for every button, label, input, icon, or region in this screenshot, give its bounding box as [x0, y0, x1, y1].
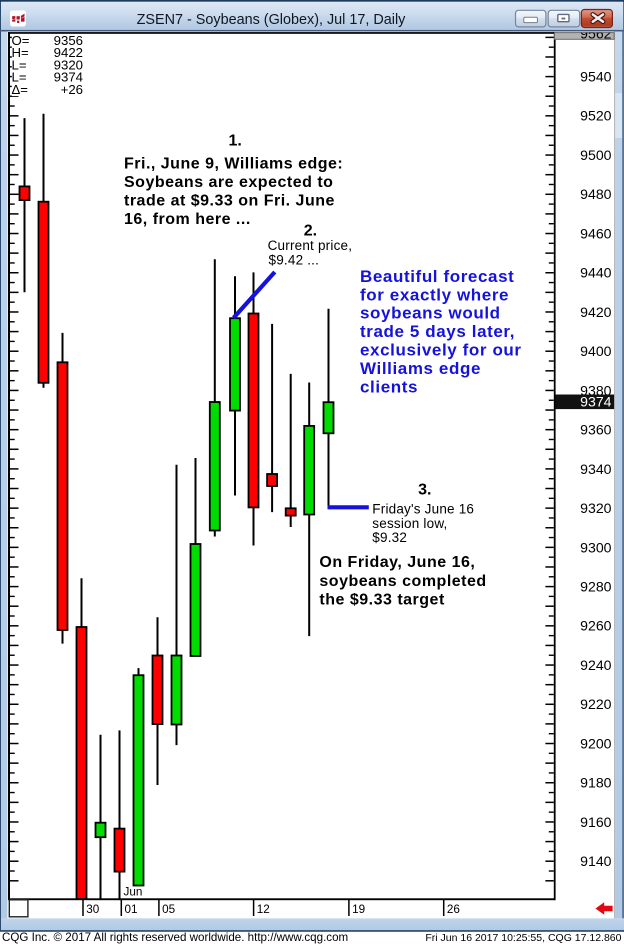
svg-text:9356: 9356	[54, 33, 83, 48]
svg-text:9380: 9380	[580, 382, 612, 398]
svg-text:soybeans would: soybeans would	[360, 304, 501, 323]
svg-text:L=: L=	[12, 70, 27, 85]
svg-text:12: 12	[257, 903, 270, 916]
svg-text:19: 19	[352, 903, 365, 916]
svg-text:O=: O=	[12, 33, 30, 48]
svg-text:Soybeans are expected to: Soybeans are expected to	[124, 174, 333, 191]
svg-text:9160: 9160	[580, 814, 612, 830]
svg-text:CQG Inc. © 2017 All rights res: CQG Inc. © 2017 All rights reserved worl…	[2, 931, 348, 944]
svg-text:9280: 9280	[580, 579, 612, 595]
svg-text:9240: 9240	[580, 657, 612, 673]
svg-text:9140: 9140	[580, 853, 612, 869]
svg-text:$9.32: $9.32	[372, 530, 407, 545]
svg-text:30: 30	[86, 903, 100, 916]
svg-text:26: 26	[447, 903, 460, 916]
svg-text:L=: L=	[12, 57, 27, 72]
svg-text:Fri Jun 16 2017 10:25:55, CQG: Fri Jun 16 2017 10:25:55, CQG 17.12.860	[425, 932, 621, 944]
svg-text:Current price,: Current price,	[268, 238, 353, 253]
svg-text:trade at $9.33 on Fri. June: trade at $9.33 on Fri. June	[124, 193, 335, 210]
svg-text:9220: 9220	[580, 696, 612, 712]
svg-text:16, from here ...: 16, from here ...	[124, 211, 251, 228]
svg-text:9360: 9360	[580, 422, 612, 438]
svg-text:9540: 9540	[580, 69, 612, 85]
svg-text:9374: 9374	[54, 70, 83, 85]
svg-text:ZSEN7 - Soybeans (Globex), Jul: ZSEN7 - Soybeans (Globex), Jul 17, Daily	[137, 12, 407, 28]
svg-text:the $9.33 target: the $9.33 target	[319, 591, 445, 608]
svg-text:clients: clients	[360, 377, 418, 396]
svg-text:1.: 1.	[229, 132, 242, 149]
svg-text:9320: 9320	[580, 500, 612, 516]
svg-text:Δ=: Δ=	[12, 82, 29, 97]
svg-text:9420: 9420	[580, 304, 612, 320]
svg-text:9520: 9520	[580, 108, 612, 124]
svg-text:9200: 9200	[580, 735, 612, 751]
svg-text:soybeans completed: soybeans completed	[319, 573, 486, 590]
svg-text:01: 01	[125, 903, 138, 916]
svg-text:Friday's June 16: Friday's June 16	[372, 502, 474, 517]
svg-text:9180: 9180	[580, 775, 612, 791]
svg-text:9500: 9500	[580, 147, 612, 163]
svg-text:Williams edge: Williams edge	[360, 359, 481, 378]
svg-text:On Friday, June 16,: On Friday, June 16,	[319, 554, 475, 571]
svg-text:05: 05	[162, 903, 176, 916]
svg-text:9422: 9422	[54, 45, 83, 60]
svg-text:9374: 9374	[580, 393, 612, 409]
svg-text:9562: 9562	[580, 26, 612, 42]
svg-text:2.: 2.	[304, 222, 317, 239]
svg-text:$9.42 ...: $9.42 ...	[269, 253, 320, 268]
svg-text:H=: H=	[12, 45, 30, 60]
svg-text:9400: 9400	[580, 343, 612, 359]
svg-text:9340: 9340	[580, 461, 612, 477]
svg-text:9260: 9260	[580, 618, 612, 634]
svg-text:for exactly where: for exactly where	[360, 285, 509, 304]
svg-text:9480: 9480	[580, 186, 612, 202]
svg-text:9300: 9300	[580, 539, 612, 555]
svg-text:trade 5 days later,: trade 5 days later,	[360, 322, 515, 341]
svg-text:Beautiful forecast: Beautiful forecast	[360, 267, 514, 286]
svg-text:exclusively for our: exclusively for our	[360, 341, 522, 360]
svg-text:9460: 9460	[580, 225, 612, 241]
svg-text:Fri., June 9, Williams edge:: Fri., June 9, Williams edge:	[124, 155, 343, 172]
svg-text:3.: 3.	[418, 481, 431, 498]
svg-text:9320: 9320	[54, 57, 83, 72]
svg-text:+26: +26	[61, 82, 83, 97]
svg-text:9440: 9440	[580, 265, 612, 281]
svg-text:Jun: Jun	[124, 885, 143, 898]
svg-text:session low,: session low,	[372, 516, 447, 531]
